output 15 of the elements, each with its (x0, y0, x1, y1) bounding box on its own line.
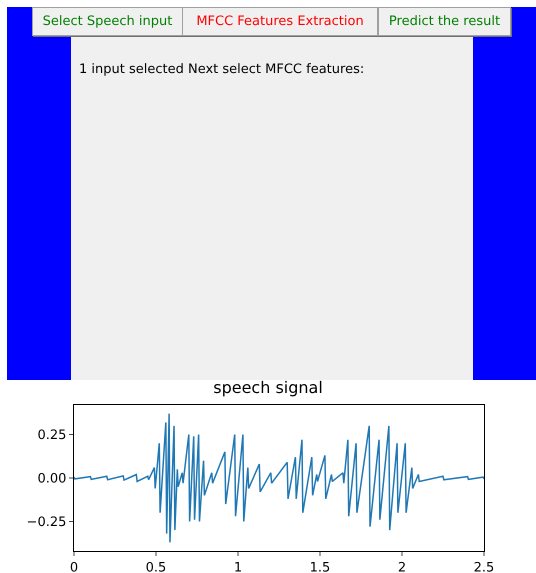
y-tick-label: 0.25 (37, 428, 66, 444)
text: Select Speech input (32, 7, 183, 36)
line-series (74, 412, 484, 544)
y-tick-label: 0.00 (37, 472, 66, 487)
text: Predict the result (378, 7, 511, 36)
chart-title: speech signal (213, 378, 323, 398)
x-tick-label: 2 (398, 560, 406, 573)
x-tick-label: 1.5 (310, 560, 330, 573)
x-tick-label: 1 (234, 560, 242, 573)
text: MFCC Features Extraction (182, 7, 378, 36)
y-tick-label: −0.25 (26, 515, 66, 530)
x-tick-label: 0 (70, 560, 78, 573)
text: 1 input selected Next select MFCC features: (79, 62, 364, 77)
x-tick-label: 2.5 (474, 560, 494, 573)
x-tick-label: 0.5 (146, 560, 166, 573)
